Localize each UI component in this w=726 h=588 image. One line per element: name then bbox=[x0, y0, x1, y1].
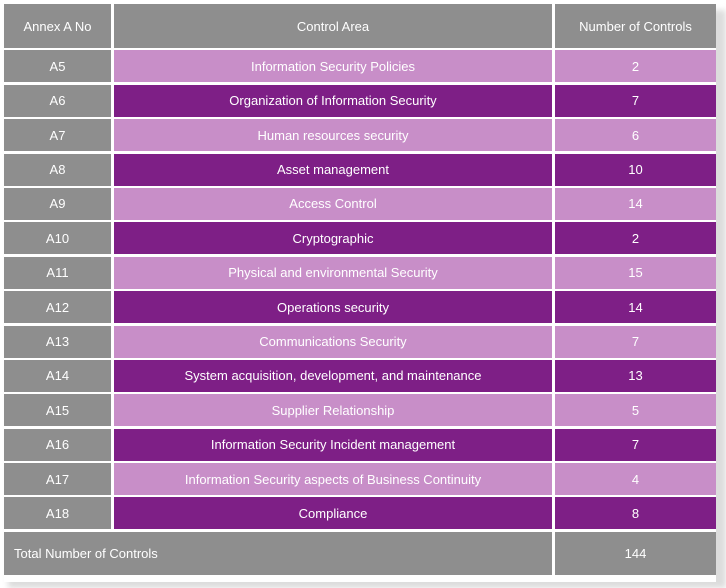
header-control-area: Control Area bbox=[114, 4, 552, 48]
cell-control-area: Information Security aspects of Business… bbox=[114, 463, 552, 496]
cell-control-area: Information Security Incident management bbox=[114, 428, 552, 461]
cell-annex-no: A15 bbox=[4, 394, 111, 427]
cell-annex-no: A17 bbox=[4, 463, 111, 496]
cell-annex-no: A6 bbox=[4, 84, 111, 117]
cell-number-of-controls: 6 bbox=[555, 119, 716, 152]
cell-number-of-controls: 5 bbox=[555, 394, 716, 427]
cell-annex-no: A16 bbox=[4, 428, 111, 461]
cell-control-area: System acquisition, development, and mai… bbox=[114, 359, 552, 392]
cell-number-of-controls: 2 bbox=[555, 222, 716, 255]
cell-control-area: Asset management bbox=[114, 153, 552, 186]
cell-control-area: Access Control bbox=[114, 187, 552, 220]
cell-number-of-controls: 13 bbox=[555, 359, 716, 392]
cell-control-area: Compliance bbox=[114, 497, 552, 530]
cell-number-of-controls: 7 bbox=[555, 325, 716, 358]
cell-control-area: Organization of Information Security bbox=[114, 84, 552, 117]
cell-control-area: Human resources security bbox=[114, 119, 552, 152]
cell-control-area: Supplier Relationship bbox=[114, 394, 552, 427]
cell-annex-no: A7 bbox=[4, 119, 111, 152]
cell-annex-no: A18 bbox=[4, 497, 111, 530]
cell-annex-no: A9 bbox=[4, 187, 111, 220]
cell-control-area: Information Security Policies bbox=[114, 50, 552, 83]
cell-number-of-controls: 14 bbox=[555, 291, 716, 324]
cell-annex-no: A5 bbox=[4, 50, 111, 83]
total-value: 144 bbox=[555, 531, 716, 575]
cell-control-area: Physical and environmental Security bbox=[114, 256, 552, 289]
cell-number-of-controls: 7 bbox=[555, 428, 716, 461]
cell-control-area: Cryptographic bbox=[114, 222, 552, 255]
header-annex: Annex A No bbox=[4, 4, 111, 48]
cell-number-of-controls: 4 bbox=[555, 463, 716, 496]
header-number-of-controls: Number of Controls bbox=[555, 4, 716, 48]
cell-annex-no: A13 bbox=[4, 325, 111, 358]
cell-annex-no: A11 bbox=[4, 256, 111, 289]
total-label: Total Number of Controls bbox=[4, 531, 552, 575]
cell-number-of-controls: 7 bbox=[555, 84, 716, 117]
cell-number-of-controls: 10 bbox=[555, 153, 716, 186]
controls-table: Annex A No Control Area Number of Contro… bbox=[4, 4, 716, 582]
cell-annex-no: A8 bbox=[4, 153, 111, 186]
cell-annex-no: A10 bbox=[4, 222, 111, 255]
cell-number-of-controls: 2 bbox=[555, 50, 716, 83]
cell-annex-no: A14 bbox=[4, 359, 111, 392]
cell-number-of-controls: 14 bbox=[555, 187, 716, 220]
cell-number-of-controls: 8 bbox=[555, 497, 716, 530]
cell-control-area: Communications Security bbox=[114, 325, 552, 358]
cell-control-area: Operations security bbox=[114, 291, 552, 324]
cell-annex-no: A12 bbox=[4, 291, 111, 324]
cell-number-of-controls: 15 bbox=[555, 256, 716, 289]
